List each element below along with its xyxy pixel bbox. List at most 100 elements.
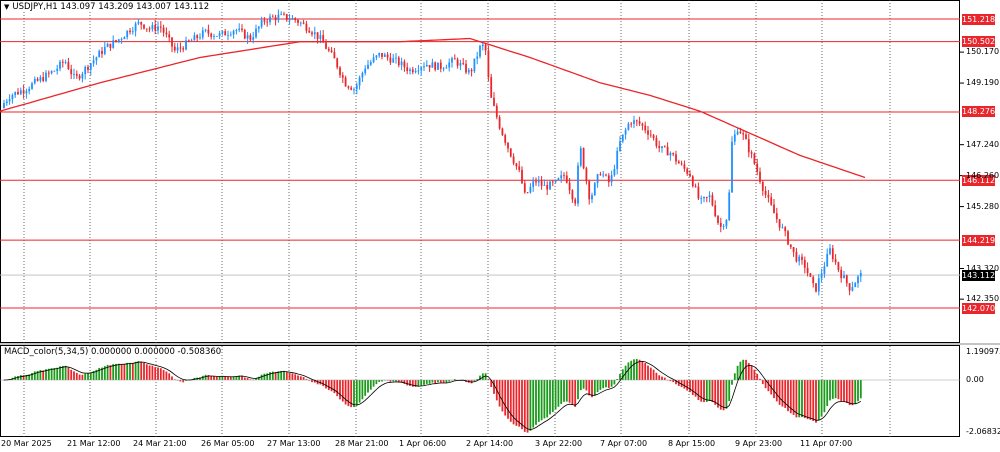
macd-bar <box>596 380 599 393</box>
candles-group <box>3 9 862 296</box>
macd-bar <box>241 375 243 380</box>
candle-body <box>714 205 717 217</box>
candle-body <box>473 58 476 72</box>
macd-bar <box>826 380 829 407</box>
macd-bar <box>106 364 109 380</box>
macd-bar <box>25 374 28 380</box>
macd-bar <box>448 380 451 382</box>
macd-bar <box>224 376 227 380</box>
level-price-label[interactable]: 150.502 <box>962 36 996 48</box>
candle-body <box>305 23 308 31</box>
candle-body <box>392 58 395 63</box>
macd-bar <box>490 380 493 388</box>
candle-body <box>249 35 252 40</box>
macd-bar <box>221 376 224 380</box>
level-price-label[interactable]: 151.218 <box>962 13 996 25</box>
candle-body <box>106 43 109 47</box>
candle-body <box>540 181 543 186</box>
candle-body <box>655 138 658 146</box>
level-price-label[interactable]: 148.276 <box>962 106 996 118</box>
macd-bar <box>526 380 529 433</box>
macd-bar <box>168 373 171 380</box>
candle-body <box>767 194 770 198</box>
candle-body <box>112 40 115 48</box>
macd-bar <box>663 377 666 380</box>
macd-bar <box>798 380 801 418</box>
level-price-label[interactable]: 146.112 <box>962 174 996 186</box>
candle-body <box>185 40 187 50</box>
macd-bar <box>697 380 700 401</box>
candle-body <box>691 176 694 187</box>
macd-bar <box>484 373 487 380</box>
macd-bar <box>330 380 333 392</box>
price-axis-label: 147.240 <box>966 139 1000 149</box>
macd-bar <box>78 374 81 380</box>
price-axis-label: 150.170 <box>966 47 1000 57</box>
macd-bar <box>607 380 610 388</box>
macd-bar <box>311 380 313 383</box>
candle-body <box>591 195 593 200</box>
macd-bar <box>75 372 78 380</box>
macd-bar <box>577 380 579 400</box>
candle-body <box>722 226 725 228</box>
candle-body <box>369 62 372 65</box>
candle-body <box>529 186 532 193</box>
candle-body <box>176 47 179 51</box>
candle-body <box>467 69 470 73</box>
candle-body <box>288 19 291 21</box>
triangle-down-icon[interactable]: ▼ <box>4 3 10 11</box>
macd-bar <box>339 380 341 400</box>
candle-body <box>728 192 731 220</box>
candle-body <box>414 70 417 73</box>
candle-body <box>694 186 697 187</box>
candle-body <box>11 95 14 100</box>
candle-body <box>456 59 459 66</box>
candle-body <box>53 70 56 72</box>
macd-axis-label: 1.190973 <box>966 347 1000 356</box>
candle-body <box>857 276 859 284</box>
level-price-label[interactable]: 144.219 <box>962 234 996 246</box>
candle-body <box>182 48 185 50</box>
candle-body <box>3 103 5 109</box>
candle-body <box>843 275 845 279</box>
candle-body <box>252 37 255 40</box>
macd-bar <box>246 378 249 380</box>
time-axis-label: 24 Mar 21:00 <box>133 439 187 448</box>
level-price-label[interactable]: 142.070 <box>962 302 996 314</box>
candle-body <box>521 169 523 184</box>
macd-bar <box>834 380 837 399</box>
macd-bar <box>358 380 361 403</box>
macd-bar <box>386 380 389 381</box>
macd-bar <box>173 379 176 380</box>
candle-body <box>736 131 739 135</box>
macd-bar <box>218 376 221 380</box>
macd-bar <box>115 363 117 380</box>
macd-bar <box>756 373 759 380</box>
candle-body <box>493 97 495 106</box>
macd-bar <box>213 376 215 380</box>
candle-body <box>56 68 59 71</box>
candle-body <box>190 40 193 42</box>
candle-body <box>148 28 151 30</box>
candle-body <box>381 52 383 57</box>
macd-bar <box>593 380 596 396</box>
macd-bar <box>137 361 140 380</box>
candle-body <box>333 52 336 59</box>
candle-body <box>283 13 285 15</box>
candle-body <box>425 64 428 67</box>
candle-body <box>428 64 431 68</box>
macd-bar <box>560 380 563 404</box>
macd-bar <box>753 369 756 380</box>
macd-bar <box>148 365 151 380</box>
macd-bar <box>829 380 831 401</box>
macd-bar <box>445 380 448 383</box>
macd-bar <box>151 365 154 380</box>
macd-bar <box>775 380 778 402</box>
candle-body <box>459 63 462 66</box>
candle-body <box>215 36 218 37</box>
symbol-ohlc-label: USDJPY,H1 143.097 143.209 143.007 143.11… <box>12 2 210 12</box>
macd-bar <box>215 376 218 380</box>
candle-body <box>101 50 103 54</box>
